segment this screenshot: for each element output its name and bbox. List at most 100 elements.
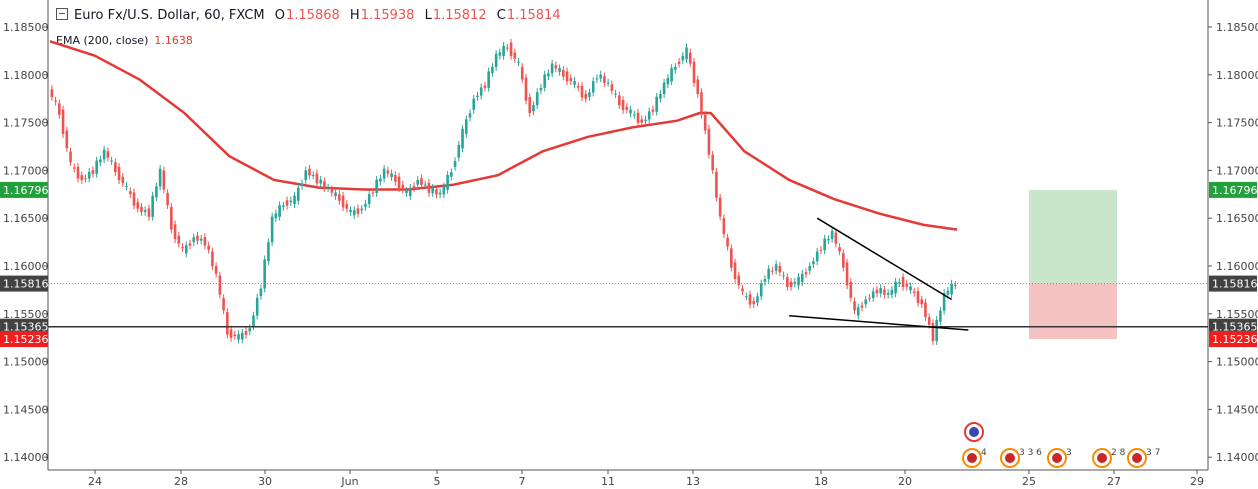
candle-body: [759, 283, 763, 297]
candle-body: [128, 191, 132, 195]
low-label: L: [424, 8, 432, 23]
candle-body: [162, 170, 166, 190]
us-flag-icon: [1005, 453, 1015, 463]
candle-body: [696, 79, 700, 94]
candle-body: [838, 247, 841, 252]
event-count-label: 3: [1066, 448, 1072, 458]
y-tick-label-right: 1.15000: [1216, 356, 1258, 369]
candle-body: [554, 65, 558, 69]
x-tick-label: 30: [258, 475, 272, 488]
trendline[interactable]: [789, 314, 969, 331]
candle-body: [726, 237, 729, 247]
high-label: H: [349, 8, 360, 23]
chart-header: Euro Fx/U.S. Dollar, 60, FXCM O1.15868 H…: [56, 8, 561, 23]
candle-body: [196, 235, 199, 241]
candle-body: [550, 63, 554, 74]
candle-body: [562, 69, 565, 77]
candle-body: [752, 301, 756, 305]
candle-body: [252, 315, 255, 327]
collapse-icon[interactable]: [56, 8, 68, 20]
candle-body: [778, 266, 782, 273]
price-tag-left: [0, 181, 48, 198]
candle-body: [920, 299, 924, 305]
candle-body: [576, 86, 580, 88]
y-tick-label-left: 1.15000: [3, 356, 49, 369]
candle-body: [170, 206, 173, 230]
candle-body: [188, 243, 192, 246]
ema-value: 1.1638: [154, 34, 193, 47]
price-tag-right-label: 1.15365: [1212, 321, 1258, 334]
candle-body: [834, 232, 838, 244]
candle-body: [80, 175, 84, 180]
candle-body: [744, 296, 748, 298]
candle-body: [65, 130, 69, 149]
high-value: 1.15938: [360, 8, 415, 23]
target-zone[interactable]: [1029, 189, 1117, 284]
candle-body: [461, 128, 464, 149]
y-tick-label-left: 1.14500: [3, 403, 49, 416]
candle-body: [842, 253, 845, 268]
candle-body: [311, 175, 315, 177]
candle-body: [323, 181, 326, 189]
candle-body: [614, 93, 617, 95]
candle-body: [618, 95, 621, 106]
candle-body: [718, 197, 722, 217]
candle-body: [532, 105, 535, 112]
candle-body: [334, 192, 337, 197]
x-tick-label: 11: [601, 475, 615, 488]
close-value: 1.15814: [506, 8, 561, 23]
y-tick-label-left: 1.18000: [3, 69, 49, 82]
candle-body: [494, 53, 498, 67]
candle-body: [199, 238, 203, 241]
symbol-title: Euro Fx/U.S. Dollar, 60, FXCM: [74, 8, 265, 23]
candle-body: [61, 109, 65, 135]
candle-body: [573, 80, 576, 85]
candle-body: [263, 259, 266, 289]
x-tick-label: 29: [1190, 475, 1204, 488]
candle-body: [808, 266, 812, 271]
event-count-label: 2 8: [1111, 448, 1126, 458]
candle-body: [293, 195, 296, 205]
candle-body: [912, 291, 916, 293]
candle-body: [901, 276, 905, 287]
candle-body: [143, 210, 147, 212]
ema-legend[interactable]: EMA (200, close) 1.1638: [56, 34, 193, 47]
candle-body: [890, 289, 894, 295]
candle-body: [786, 277, 789, 287]
candle-body: [446, 174, 449, 190]
candle-body: [140, 206, 143, 212]
candle-body: [259, 288, 263, 297]
candle-body: [924, 302, 927, 318]
y-tick-label-left: 1.17000: [3, 164, 49, 177]
candle-body: [479, 87, 483, 96]
candle-body: [412, 186, 416, 189]
candle-body: [483, 85, 487, 88]
candle-body: [472, 98, 476, 110]
candle-body: [856, 307, 860, 316]
stop-zone[interactable]: [1029, 283, 1117, 340]
candle-body: [543, 74, 546, 88]
candle-body: [214, 266, 218, 274]
candle-body: [674, 66, 677, 70]
candle-body: [375, 179, 378, 193]
candle-body: [102, 149, 106, 160]
candle-body: [815, 251, 819, 262]
candle-body: [524, 77, 528, 101]
candle-body: [226, 312, 229, 335]
candle-body: [237, 334, 240, 340]
candle-body: [539, 87, 543, 91]
candle-body: [506, 47, 509, 49]
trendline[interactable]: [816, 217, 952, 301]
candle-body: [338, 194, 341, 201]
candle-body: [468, 113, 472, 118]
candle-body: [681, 55, 685, 61]
us-flag-icon: [1132, 453, 1142, 463]
candle-body: [849, 281, 853, 298]
price-tag-right-label: 1.16796: [1212, 184, 1258, 197]
event-count-label: 3 3 6: [1019, 448, 1042, 458]
y-tick-label-right: 1.14500: [1216, 403, 1258, 416]
y-tick-label-left: 1.16000: [3, 260, 49, 273]
price-tag-right: [1209, 331, 1257, 348]
x-tick-label: 27: [1107, 475, 1121, 488]
